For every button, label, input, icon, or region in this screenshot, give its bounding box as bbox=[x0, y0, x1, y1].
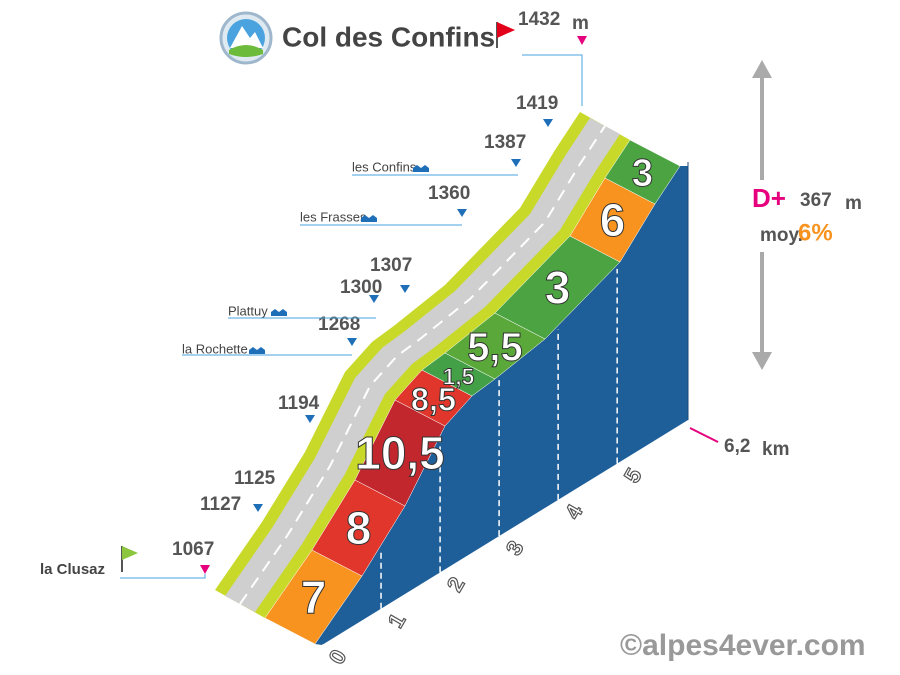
km-tick bbox=[557, 498, 569, 507]
panel-bg bbox=[748, 180, 863, 252]
altitude-label: 1387 bbox=[484, 132, 526, 153]
summit-flag bbox=[497, 22, 515, 38]
altitude-marker bbox=[400, 285, 410, 293]
road bbox=[225, 118, 620, 612]
gradient-label: 3 bbox=[545, 262, 571, 314]
altitude-label: 1360 bbox=[428, 183, 470, 204]
start-altitude: 1067 bbox=[172, 539, 214, 560]
gradient-segment bbox=[604, 139, 681, 205]
house-icon bbox=[271, 309, 287, 316]
summit-altitude: 1432 bbox=[518, 9, 560, 30]
title: Col des Confins bbox=[282, 21, 495, 52]
km-tick bbox=[439, 571, 451, 580]
distance-value: 6,2 bbox=[724, 436, 750, 457]
altitude-label: 1268 bbox=[318, 314, 360, 335]
distance-unit: km bbox=[762, 439, 789, 460]
gradient-label: 10,5 bbox=[355, 427, 445, 479]
gradient-label: 6 bbox=[600, 194, 626, 246]
start-name: la Clusaz bbox=[40, 561, 105, 578]
altitude-label: 1125 bbox=[234, 468, 276, 489]
gradient-label: 8,5 bbox=[411, 382, 456, 418]
house-icon bbox=[249, 347, 265, 354]
km-tick bbox=[380, 607, 392, 616]
start-marker bbox=[200, 565, 210, 574]
km-label: 4 bbox=[560, 499, 588, 523]
start-flag bbox=[122, 546, 138, 560]
altitude-marker bbox=[253, 504, 263, 512]
altitude-marker bbox=[543, 119, 553, 127]
gradient-label: 7 bbox=[301, 571, 327, 623]
distance-line bbox=[689, 427, 719, 443]
km-label: 0 bbox=[324, 645, 352, 668]
altitude-label: 1419 bbox=[516, 93, 558, 114]
altitude-marker bbox=[305, 415, 315, 423]
start-line bbox=[120, 574, 206, 579]
altitude-label: 1127 bbox=[200, 494, 241, 515]
km-label: 3 bbox=[501, 536, 529, 559]
place-label: les Frasses bbox=[300, 209, 367, 224]
place-label: la Rochette bbox=[182, 341, 248, 356]
km-tick bbox=[616, 462, 628, 471]
km-tick bbox=[321, 644, 333, 652]
km-label: 1 bbox=[383, 609, 411, 632]
side-wall bbox=[315, 166, 688, 645]
summit-unit: m bbox=[572, 13, 589, 34]
altitude-marker bbox=[369, 295, 379, 303]
altitude-marker bbox=[511, 159, 521, 167]
copyright: ©alpes4ever.com bbox=[620, 629, 866, 662]
gradient-label: 8 bbox=[346, 502, 372, 554]
gain-unit: m bbox=[845, 193, 862, 214]
altitude-label: 1307 bbox=[370, 255, 412, 276]
house-icon bbox=[413, 165, 429, 172]
road-line bbox=[239, 125, 606, 605]
house-icon bbox=[361, 215, 377, 222]
average-value: 6% bbox=[798, 219, 833, 246]
km-label: 5 bbox=[619, 464, 647, 487]
place-label: Plattuy bbox=[228, 303, 268, 318]
gain-label: D+ bbox=[752, 183, 786, 213]
altitude-marker bbox=[347, 338, 357, 346]
summit-line bbox=[522, 54, 583, 106]
gain-value: 367 bbox=[800, 190, 832, 211]
altitude-label: 1194 bbox=[278, 393, 320, 414]
altitude-label: 1300 bbox=[340, 277, 382, 298]
logo-mountain bbox=[230, 26, 263, 48]
altitude-marker bbox=[457, 209, 467, 217]
gradient-label: 3 bbox=[632, 152, 653, 195]
place-label: les Confins bbox=[352, 159, 417, 174]
logo-grass bbox=[229, 45, 263, 57]
gradient-label: 1,5 bbox=[443, 364, 475, 390]
summit-marker bbox=[577, 36, 587, 45]
km-tick bbox=[498, 535, 510, 543]
gradient-label: 5,5 bbox=[467, 326, 523, 370]
average-label: moy. bbox=[760, 225, 803, 246]
km-label: 2 bbox=[442, 573, 470, 596]
